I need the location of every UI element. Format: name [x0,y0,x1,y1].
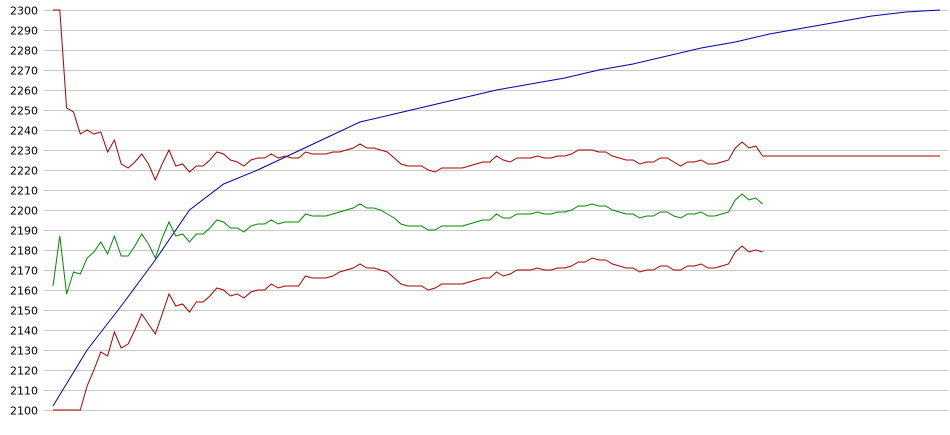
y-tick-label: 2270 [10,65,38,78]
grid [44,10,948,411]
y-tick-label: 2250 [10,105,38,118]
y-tick-label: 2300 [10,5,38,18]
y-tick-label: 2110 [10,385,38,398]
y-tick-label: 2150 [10,305,38,318]
y-tick-label: 2260 [10,85,38,98]
series-line-3 [52,193,763,295]
y-tick-label: 2210 [10,185,38,198]
y-tick-label: 2120 [10,365,38,378]
y-tick-label: 2180 [10,245,38,258]
y-tick-label: 2230 [10,145,38,158]
series-line-4 [53,245,763,411]
y-tick-label: 2290 [10,25,38,38]
y-tick-label: 2220 [10,165,38,178]
y-tick-label: 2170 [10,265,38,278]
series-line-2 [53,9,940,182]
y-tick-label: 2140 [10,325,38,338]
series-line-1 [52,9,941,407]
y-tick-label: 2200 [10,205,38,218]
y-tick-label: 2100 [10,405,38,418]
y-tick-label: 2240 [10,125,38,138]
y-tick-label: 2280 [10,45,38,58]
series-lines [52,9,941,411]
y-tick-label: 2190 [10,225,38,238]
y-tick-label: 2130 [10,345,38,358]
y-axis-tick-labels: 2100 2110 2120 2130 2140 2150 2160 2170 2180 2190… [10,5,38,418]
y-tick-label: 2160 [10,285,38,298]
